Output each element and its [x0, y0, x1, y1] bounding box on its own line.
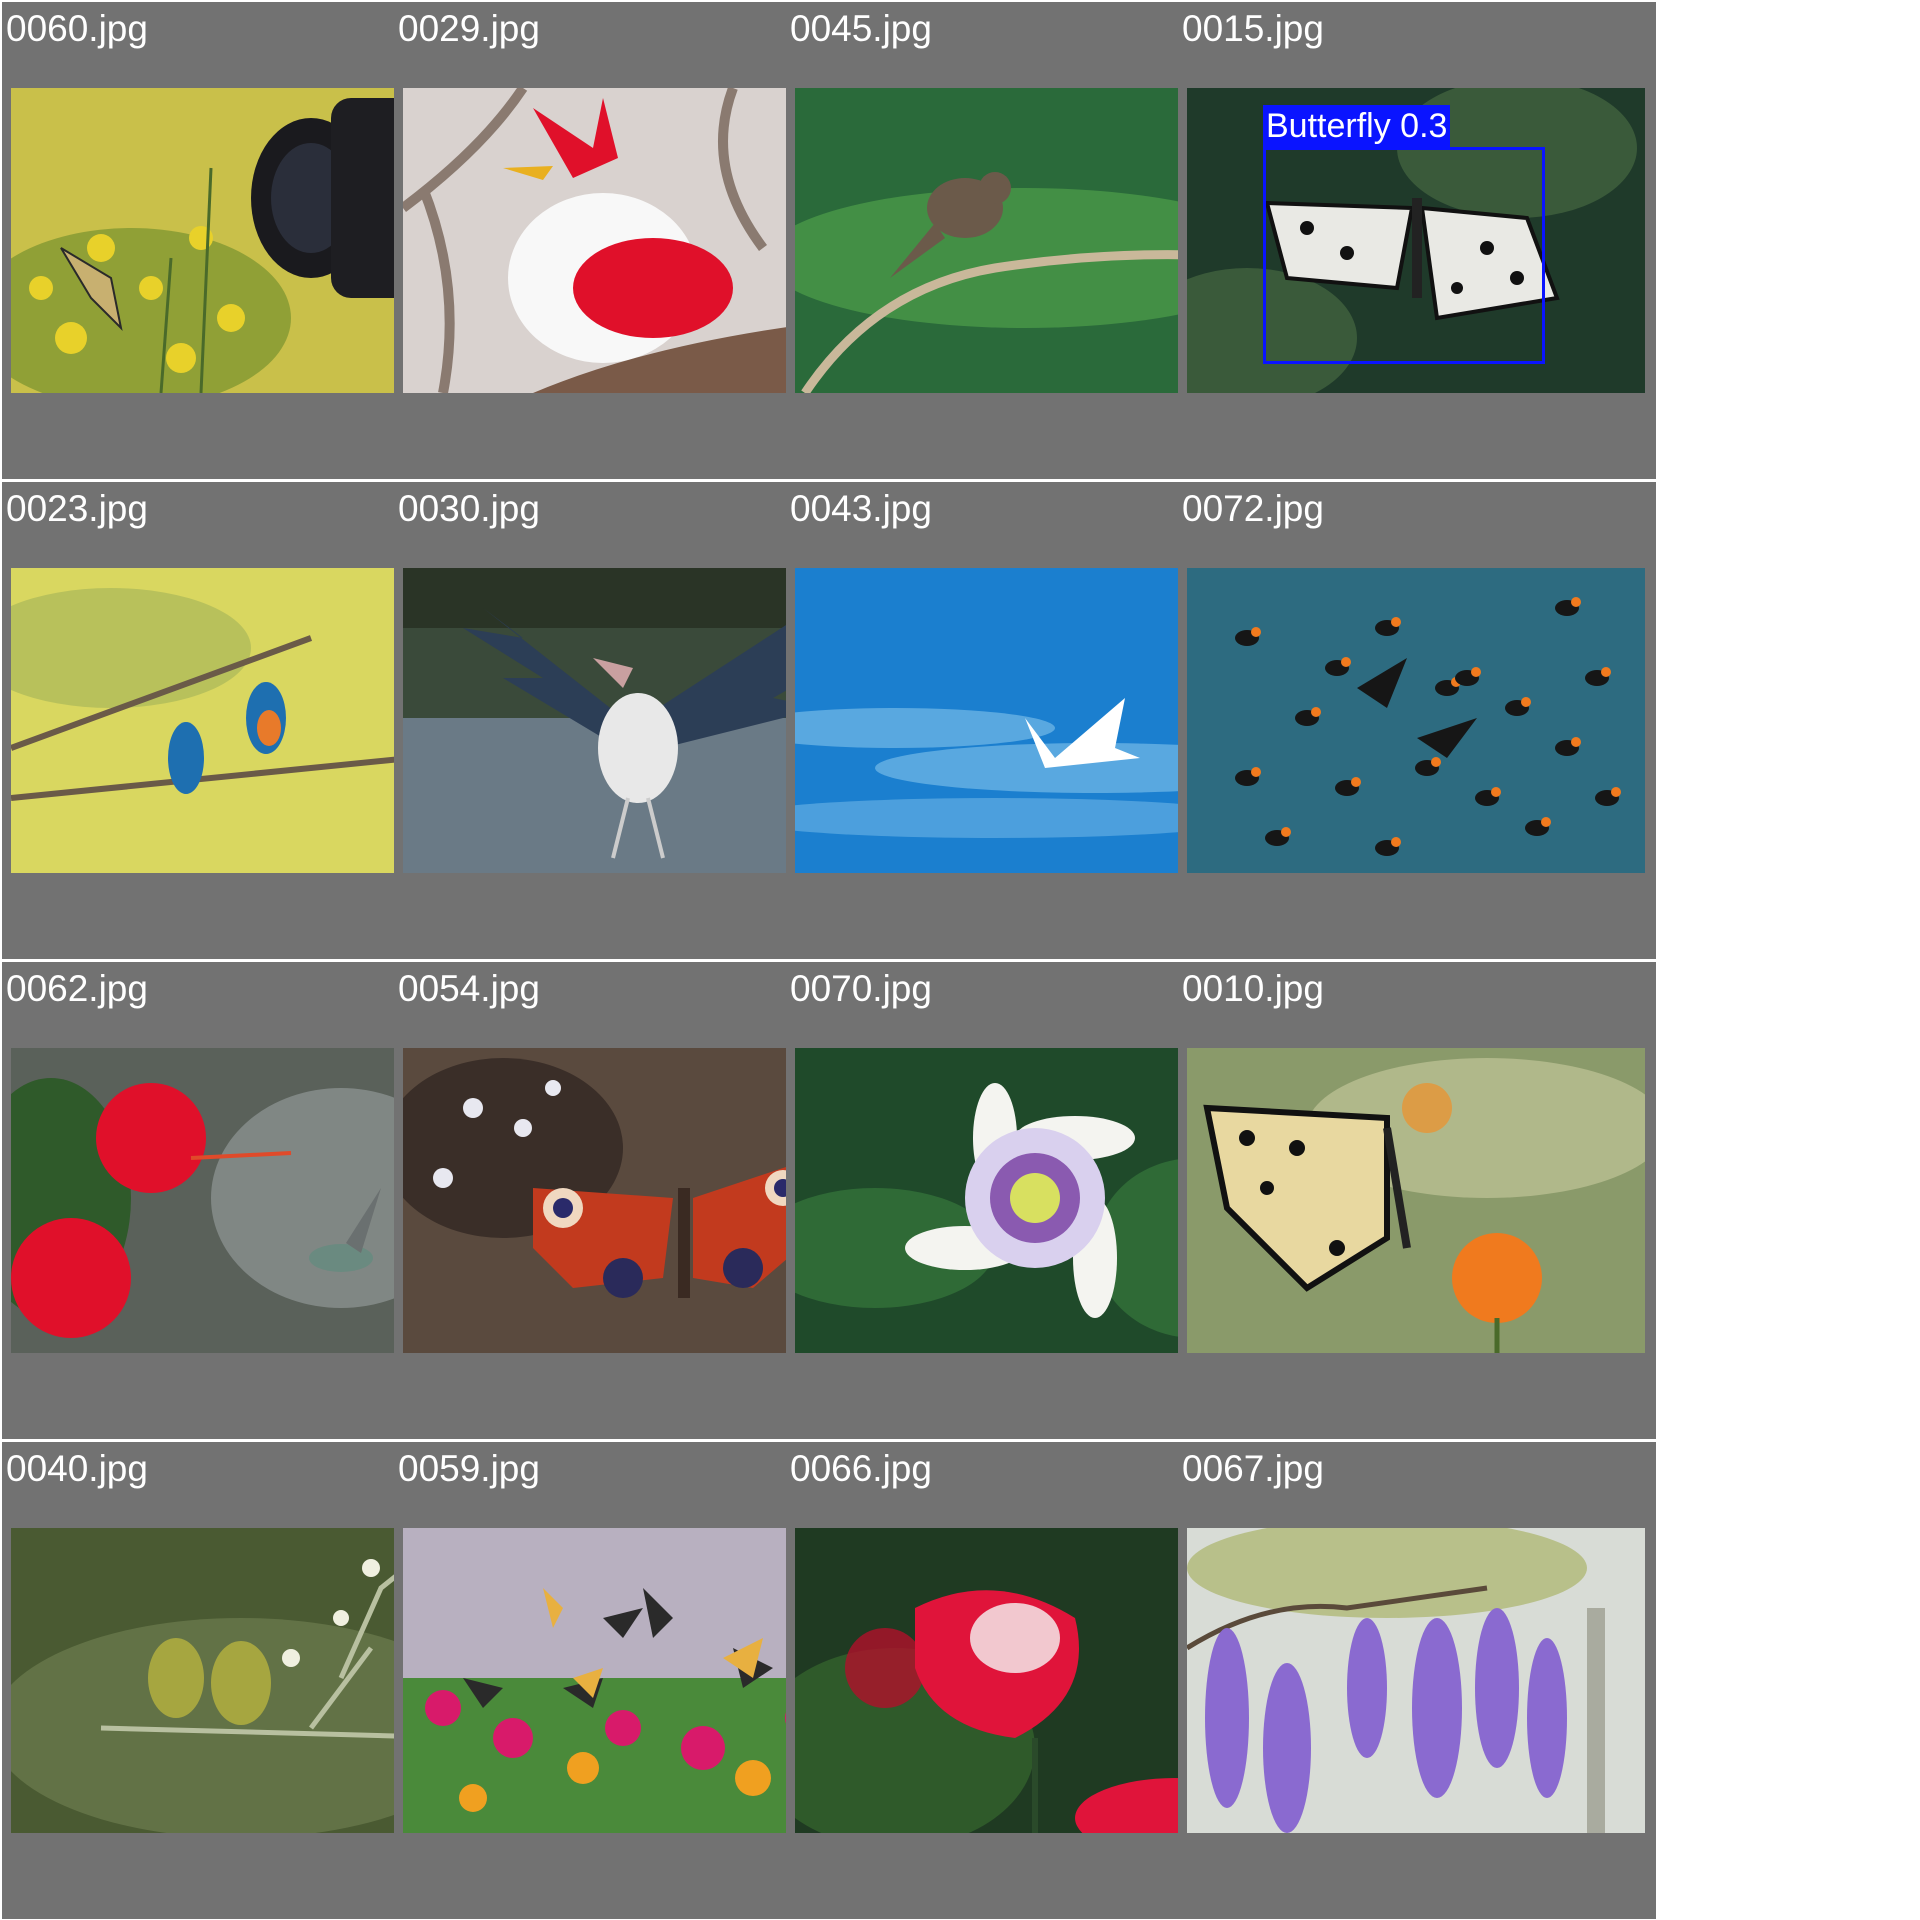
image-filename: 0015.jpg: [1182, 8, 1324, 49]
image-filename: 0040.jpg: [6, 1448, 148, 1489]
image-filename: 0066.jpg: [790, 1448, 932, 1489]
image-filename: 0010.jpg: [1182, 968, 1324, 1009]
image-thumbnail-red-white-bird[interactable]: [403, 88, 861, 393]
detection-label: Butterfly 0.3: [1263, 105, 1451, 147]
image-thumbnail-sunbirds-on-branch[interactable]: [11, 1528, 469, 1833]
image-thumbnail-lime-butterfly-orange-flower[interactable]: [1187, 1048, 1645, 1353]
image-thumbnail-puffins-on-water[interactable]: [1187, 568, 1645, 873]
image-thumbnail-butterflies-zinnias[interactable]: [403, 1528, 861, 1833]
image-tile[interactable]: 0015.jpg Butterfly 0.3: [1178, 2, 1656, 479]
image-thumbnail-kingfishers-on-branch[interactable]: [11, 568, 469, 873]
image-thumbnail-tern-in-sky[interactable]: [795, 568, 1253, 873]
image-thumbnail-wisteria[interactable]: [1187, 1528, 1645, 1833]
image-filename: 0060.jpg: [6, 8, 148, 49]
image-tile[interactable]: 0067.jpg: [1178, 1442, 1656, 1919]
image-thumbnail-red-rose[interactable]: [795, 1528, 1253, 1833]
image-thumbnail-swallowtail-butterfly-camera[interactable]: [11, 88, 469, 393]
image-thumbnail-marabou-stork-wings[interactable]: [403, 568, 861, 873]
image-filename: 0062.jpg: [6, 968, 148, 1009]
image-thumbnail-starling-on-branch[interactable]: [795, 88, 1253, 393]
detection-bounding-box: [1263, 147, 1545, 364]
image-tile[interactable]: 0010.jpg: [1178, 962, 1656, 1439]
image-filename: 0045.jpg: [790, 8, 932, 49]
image-filename: 0067.jpg: [1182, 1448, 1324, 1489]
image-filename: 0030.jpg: [398, 488, 540, 529]
image-thumbnail-peacock-butterfly[interactable]: [403, 1048, 861, 1353]
image-filename: 0023.jpg: [6, 488, 148, 529]
image-filename: 0059.jpg: [398, 1448, 540, 1489]
image-filename: 0072.jpg: [1182, 488, 1324, 529]
image-tile[interactable]: 0072.jpg: [1178, 482, 1656, 959]
image-filename: 0070.jpg: [790, 968, 932, 1009]
image-filename: 0054.jpg: [398, 968, 540, 1009]
image-filename: 0029.jpg: [398, 8, 540, 49]
image-filename: 0043.jpg: [790, 488, 932, 529]
